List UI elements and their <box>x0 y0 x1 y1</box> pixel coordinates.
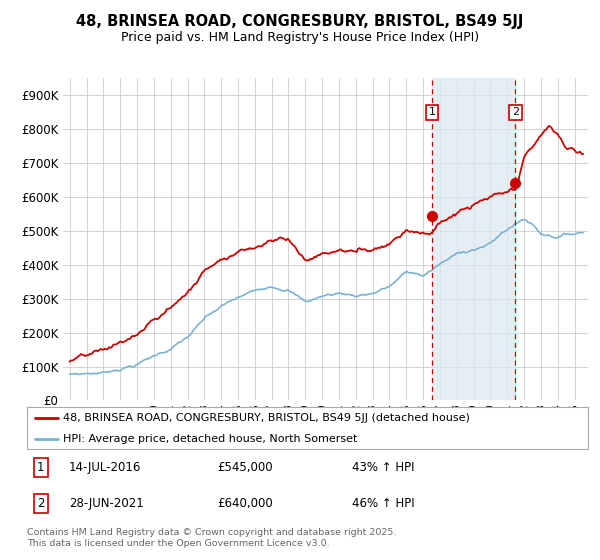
Text: HPI: Average price, detached house, North Somerset: HPI: Average price, detached house, Nort… <box>64 433 358 444</box>
Text: 48, BRINSEA ROAD, CONGRESBURY, BRISTOL, BS49 5JJ: 48, BRINSEA ROAD, CONGRESBURY, BRISTOL, … <box>76 14 524 29</box>
Text: 48, BRINSEA ROAD, CONGRESBURY, BRISTOL, BS49 5JJ (detached house): 48, BRINSEA ROAD, CONGRESBURY, BRISTOL, … <box>64 413 470 423</box>
Text: 28-JUN-2021: 28-JUN-2021 <box>69 497 144 510</box>
Text: 2: 2 <box>512 108 519 117</box>
Text: 2: 2 <box>37 497 44 510</box>
Text: 43% ↑ HPI: 43% ↑ HPI <box>352 461 415 474</box>
Text: Contains HM Land Registry data © Crown copyright and database right 2025.
This d: Contains HM Land Registry data © Crown c… <box>27 528 397 548</box>
Text: Price paid vs. HM Land Registry's House Price Index (HPI): Price paid vs. HM Land Registry's House … <box>121 31 479 44</box>
Text: £640,000: £640,000 <box>218 497 274 510</box>
Text: 46% ↑ HPI: 46% ↑ HPI <box>352 497 415 510</box>
Bar <box>432 78 515 400</box>
Text: 1: 1 <box>428 108 436 117</box>
Text: 14-JUL-2016: 14-JUL-2016 <box>69 461 142 474</box>
Text: 1: 1 <box>37 461 44 474</box>
Text: £545,000: £545,000 <box>218 461 274 474</box>
